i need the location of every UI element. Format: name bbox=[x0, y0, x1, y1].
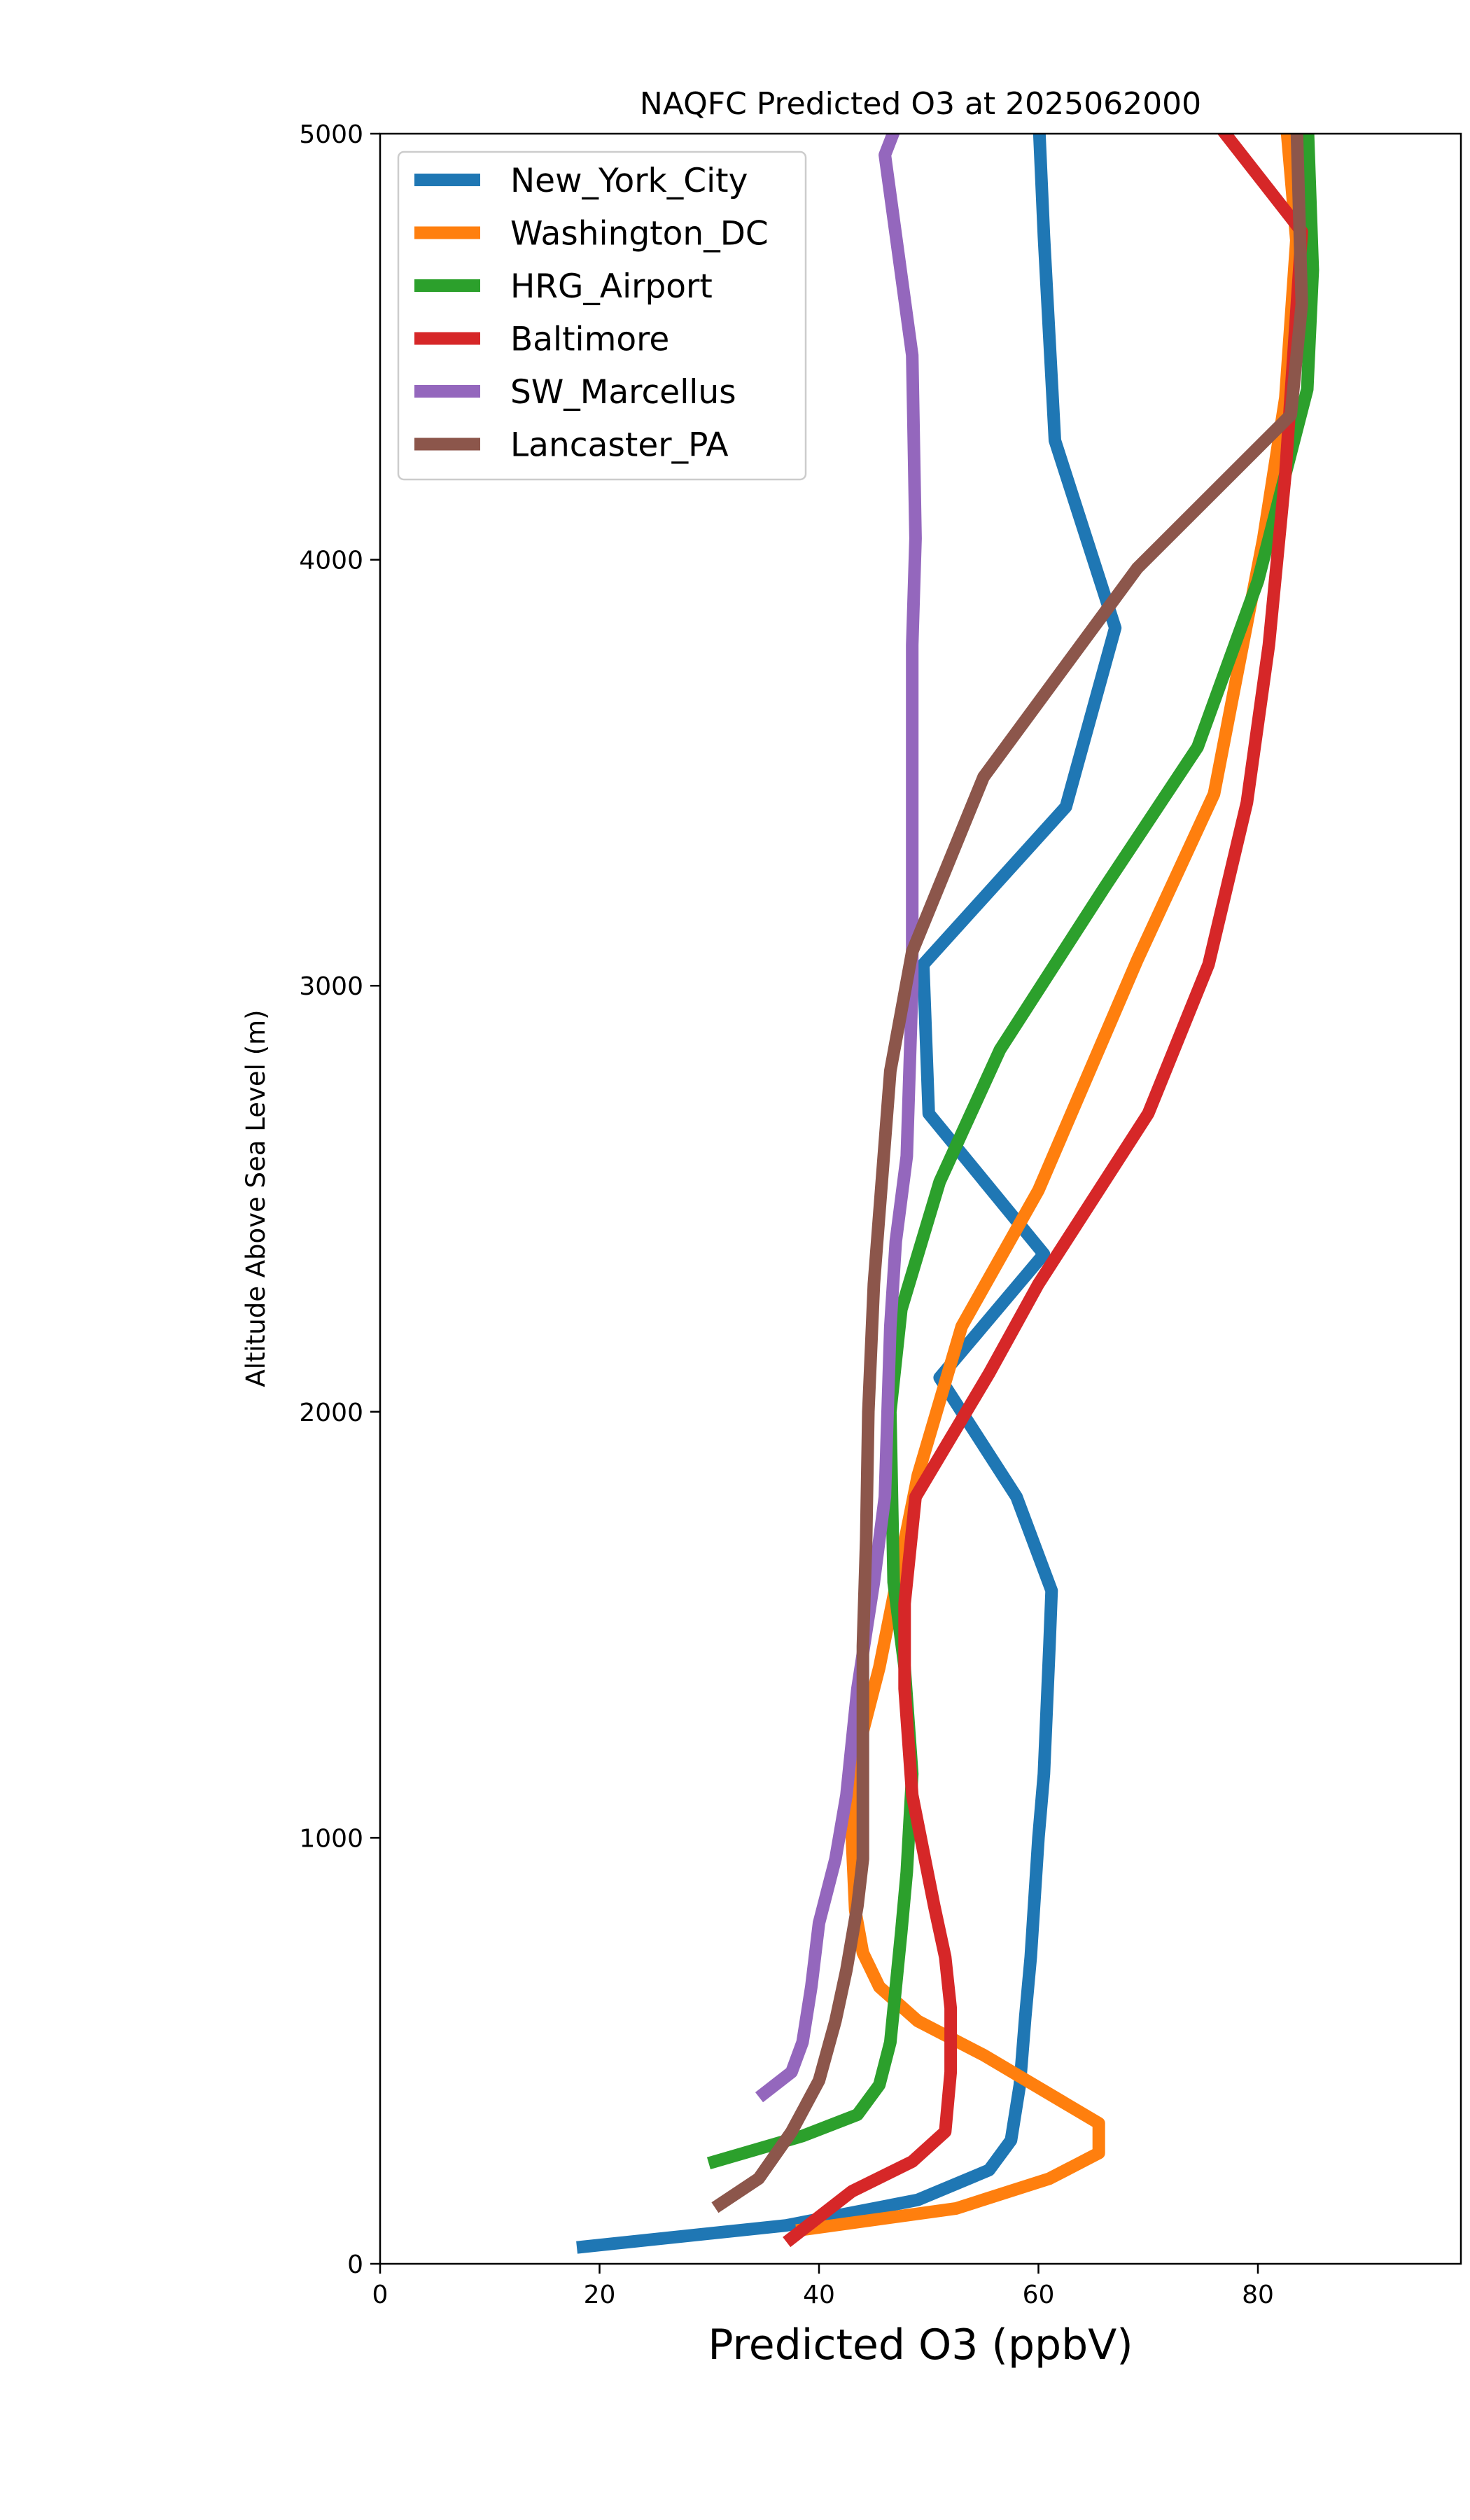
legend-label: HRG_Airport bbox=[510, 267, 713, 306]
legend-box bbox=[397, 150, 807, 481]
y-tick-label: 2000 bbox=[299, 1399, 363, 1427]
y-tick-label: 5000 bbox=[299, 120, 363, 149]
y-tick-label: 0 bbox=[347, 2250, 363, 2279]
y-axis: 0 1000 2000 3000 4000 5000 bbox=[299, 120, 380, 2279]
series-line-sw-marcellus bbox=[755, 134, 922, 2103]
legend-label: SW_Marcellus bbox=[510, 373, 736, 412]
plot-frame bbox=[379, 132, 1462, 2265]
x-tick-label: 0 bbox=[372, 2281, 388, 2309]
y-tick-label: 4000 bbox=[299, 547, 363, 575]
series-line-washington-dc bbox=[795, 134, 1303, 2237]
y-tick-label: 1000 bbox=[299, 1824, 363, 1853]
series-line-hrg-airport bbox=[706, 134, 1320, 2170]
series-layer bbox=[576, 134, 1320, 2254]
y-tick-label: 3000 bbox=[299, 972, 363, 1001]
x-tick-label: 80 bbox=[1242, 2281, 1274, 2309]
x-axis: 0 20 40 60 80 bbox=[372, 2264, 1274, 2309]
x-axis-label: Predicted O3 (ppbV) bbox=[708, 2320, 1133, 2370]
x-tick-label: 20 bbox=[584, 2281, 616, 2309]
x-tick-label: 40 bbox=[803, 2281, 835, 2309]
chart-title: NAQFC Predicted O3 at 2025062000 bbox=[640, 86, 1201, 122]
legend-label: Baltimore bbox=[510, 321, 669, 359]
y-axis-label: Altitude Above Sea Level (m) bbox=[241, 1009, 271, 1387]
x-tick-label: 60 bbox=[1023, 2281, 1055, 2309]
series-line-lancaster-pa bbox=[711, 134, 1308, 2213]
legend-label: Lancaster_PA bbox=[510, 426, 729, 465]
series-line-new-york-city bbox=[576, 134, 1122, 2254]
legend-label: New_York_City bbox=[510, 162, 748, 200]
series-line-baltimore bbox=[783, 134, 1308, 2248]
legend: New_York_City Washington_DC HRG_Airport Bal… bbox=[397, 150, 807, 481]
legend-label: Washington_DC bbox=[510, 215, 769, 253]
